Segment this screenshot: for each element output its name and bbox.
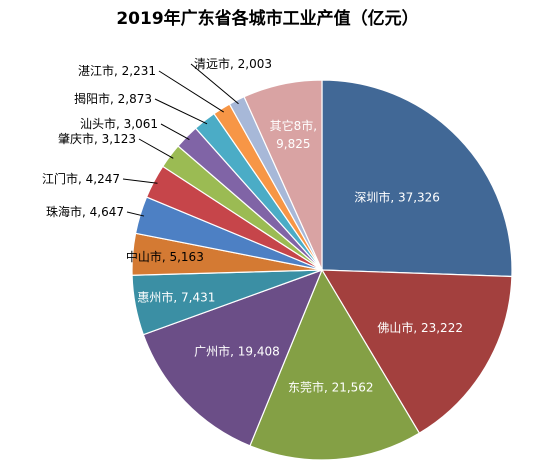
leader-line-10	[154, 98, 208, 125]
pie-slice-3	[142, 268, 324, 447]
data-label-7: 江门市, 4,247	[42, 171, 120, 186]
data-label-8: 肇庆市, 3,123	[58, 131, 136, 146]
leader-lines	[122, 63, 239, 217]
data-label-11: 湛江市, 2,231	[78, 63, 156, 78]
pie-slice-1	[320, 269, 513, 434]
data-label-12: 清远市, 2,003	[194, 56, 272, 71]
data-label-4: 惠州市, 7,431	[137, 290, 215, 305]
data-label-line-0: 其它8市,	[270, 118, 317, 133]
leader-line-8	[138, 138, 174, 159]
data-label-2: 东莞市, 21,562	[288, 379, 374, 394]
data-label-line-1: 9,825	[276, 137, 310, 151]
leader-line-9	[160, 123, 190, 141]
pie-slices	[131, 79, 513, 461]
pie-slice-13	[243, 79, 323, 271]
data-label-10: 揭阳市, 2,873	[74, 91, 152, 106]
leader-line-11	[158, 70, 225, 113]
leader-line-12	[190, 63, 239, 105]
data-label-1: 佛山市, 23,222	[377, 320, 463, 335]
data-label-6: 珠海市, 4,647	[46, 204, 124, 219]
data-label-3: 广州市, 19,408	[194, 344, 280, 359]
data-label-9: 汕头市, 3,061	[80, 116, 158, 131]
data-label-13: 其它8市, 9,825	[270, 118, 317, 151]
data-labels: 深圳市, 37,326 佛山市, 23,222 东莞市, 21,562 广州市, 19…	[42, 56, 463, 394]
pie-slice-2	[249, 268, 421, 461]
leader-line-6	[126, 211, 145, 217]
chart-title: 2019年广东省各城市工业产值（亿元）	[116, 9, 419, 29]
data-label-5: 中山市, 5,163	[126, 249, 204, 264]
data-label-0: 深圳市, 37,326	[354, 189, 440, 204]
pie-slice-0	[321, 79, 513, 278]
leader-line-7	[122, 178, 158, 184]
